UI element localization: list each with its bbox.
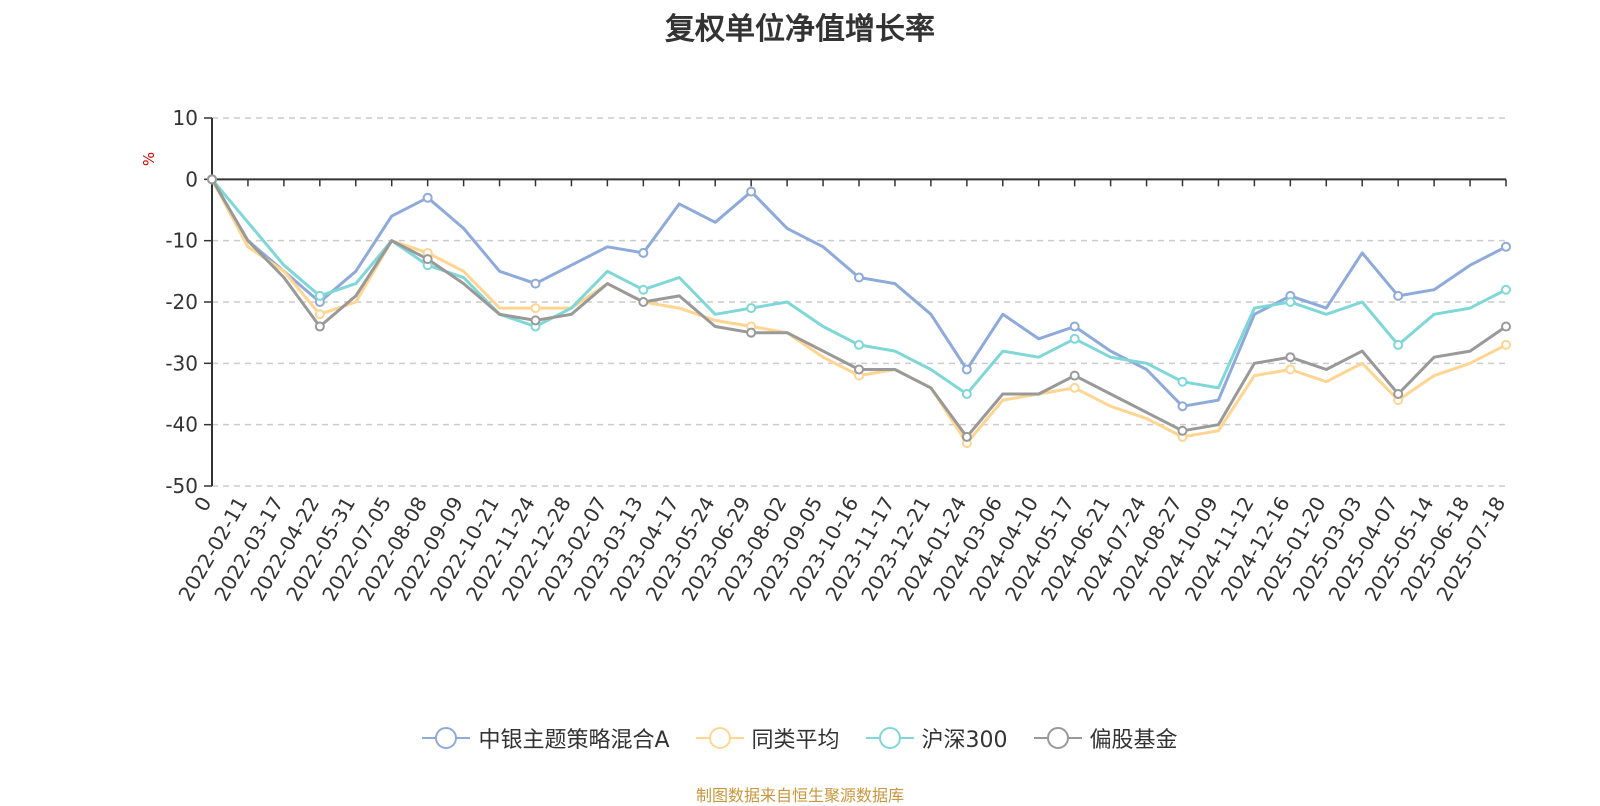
data-point (1069, 382, 1080, 393)
legend-item[interactable]: 偏股基金 (1033, 722, 1178, 754)
data-point (530, 303, 541, 314)
data-point (746, 303, 757, 314)
data-point (207, 174, 217, 185)
legend-swatch-icon (422, 727, 471, 749)
data-point (422, 192, 433, 203)
series-line (210, 178, 1507, 396)
y-tick-label: -10 (165, 229, 198, 253)
data-point (638, 297, 649, 307)
legend-item[interactable]: 中银主题策略混合A (422, 722, 670, 754)
data-point (961, 364, 972, 375)
data-point (854, 272, 864, 283)
y-tick-label: 0 (185, 167, 198, 191)
data-point (854, 339, 864, 350)
data-point (314, 309, 325, 320)
legend-label: 偏股基金 (1089, 728, 1178, 753)
data-point (638, 284, 649, 295)
legend-item[interactable]: 同类平均 (695, 722, 840, 754)
data-point (1501, 339, 1511, 350)
data-point (530, 315, 541, 326)
data-point (1177, 401, 1188, 412)
data-point (1069, 321, 1080, 332)
data-point (314, 321, 325, 332)
data-point (1285, 352, 1296, 363)
series-lines (210, 178, 1507, 445)
data-point (1177, 376, 1188, 387)
data-point (1393, 389, 1404, 399)
data-point (422, 254, 433, 265)
data-point (1501, 321, 1511, 332)
data-point (961, 431, 972, 442)
y-tick-label: 10 (173, 106, 198, 130)
data-point (1177, 425, 1188, 436)
series-line (210, 178, 1507, 445)
data-point (746, 327, 757, 338)
series-markers (207, 174, 1511, 449)
data-point (530, 278, 541, 289)
data-source-footer: 制图数据来自恒生聚源数据库 (695, 786, 904, 805)
legend-swatch-icon (865, 727, 914, 749)
tick-labels: 100-10-20-30-40-5002022-02-112022-03-172… (165, 106, 1510, 605)
legend-swatch-icon (695, 727, 744, 749)
data-point (1069, 333, 1080, 344)
data-point (638, 247, 649, 258)
legend-item[interactable]: 沪深300 (865, 722, 1008, 754)
data-point (746, 186, 757, 197)
legend-label: 同类平均 (751, 728, 840, 753)
data-point (1393, 339, 1404, 350)
legend-label: 中银主题策略混合A (478, 728, 670, 753)
data-point (1501, 284, 1511, 295)
data-point (1285, 364, 1296, 375)
data-point (961, 389, 972, 399)
y-tick-label: -50 (165, 474, 198, 498)
legend-swatch-icon (1033, 727, 1082, 749)
legend-label: 沪深300 (921, 728, 1008, 753)
y-tick-label: -30 (165, 351, 198, 375)
data-point (1285, 297, 1296, 307)
chart-title: 复权单位净值增长率 (665, 12, 935, 47)
x-tick-label: 0 (189, 493, 216, 516)
data-point (1501, 241, 1511, 252)
data-point (1393, 290, 1404, 301)
y-tick-label: -20 (165, 290, 198, 314)
data-point (1069, 370, 1080, 381)
legend: 中银主题策略混合A 同类平均 沪深300 偏股基金 (0, 722, 1600, 754)
data-point (314, 290, 325, 301)
data-point (854, 364, 864, 375)
y-tick-label: -40 (165, 413, 198, 437)
